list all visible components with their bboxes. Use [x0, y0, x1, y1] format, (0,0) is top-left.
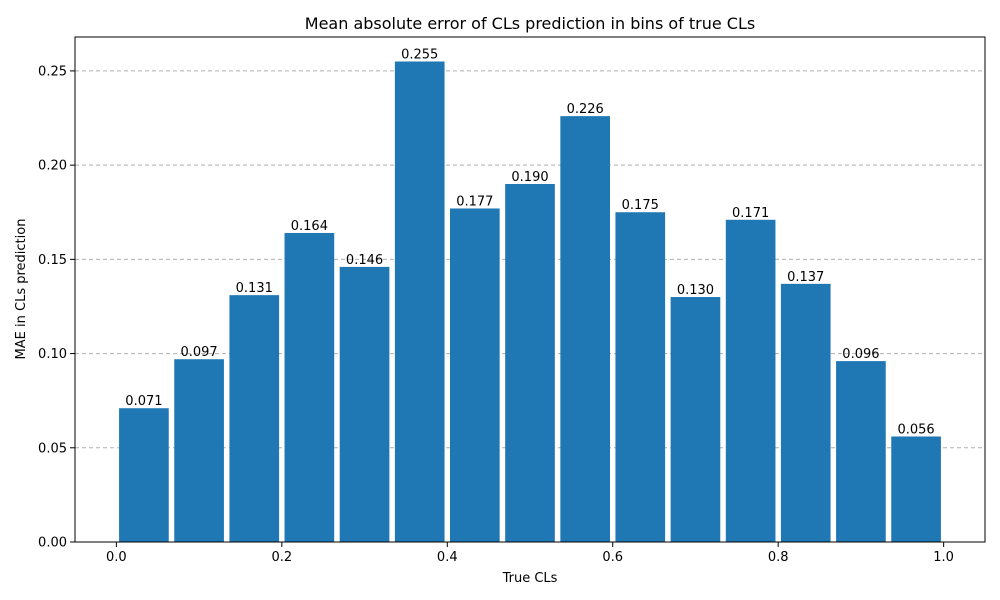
x-tick-label: 0.6 [602, 550, 623, 565]
data-label: 0.056 [897, 422, 934, 437]
bar [394, 61, 445, 542]
data-labels: 0.071 0.097 0.131 0.164 0.146 0.255 0.177 0.190… [125, 47, 934, 437]
bar [284, 232, 335, 542]
y-tick-label: 0.25 [38, 64, 67, 79]
x-axis-ticks: 0.0 0.2 0.4 0.6 0.8 1.0 [106, 542, 954, 565]
y-tick-label: 0.20 [38, 159, 67, 174]
plot-frame [74, 36, 986, 543]
x-tick-label: 0.4 [437, 550, 458, 565]
data-label: 0.146 [346, 253, 383, 268]
data-label: 0.071 [125, 394, 162, 409]
bar [505, 183, 555, 543]
x-tick-label: 1.0 [933, 550, 954, 565]
x-tick-label: 0.8 [768, 550, 789, 565]
bar [174, 359, 224, 542]
bar [725, 219, 776, 542]
bar [119, 408, 169, 542]
data-label: 0.097 [180, 345, 217, 360]
y-axis-label: MAE in CLs prediction [14, 219, 29, 360]
data-label: 0.137 [787, 270, 824, 285]
bar [670, 297, 721, 542]
chart-title: Mean absolute error of CLs prediction in… [305, 14, 755, 33]
bar [836, 361, 886, 542]
data-label: 0.177 [456, 194, 493, 209]
bar [891, 436, 941, 542]
x-axis-label: True CLs [502, 571, 558, 586]
bar [339, 266, 390, 542]
data-label: 0.096 [842, 347, 879, 362]
bar [560, 116, 611, 543]
data-label: 0.171 [732, 206, 769, 221]
data-label: 0.130 [677, 283, 714, 298]
y-axis-ticks: 0.00 0.05 0.10 0.15 0.20 0.25 [38, 64, 75, 551]
y-tick-label: 0.00 [38, 536, 67, 551]
x-tick-label: 0.2 [271, 550, 292, 565]
data-label: 0.190 [511, 170, 548, 185]
data-label: 0.175 [622, 198, 659, 213]
data-label: 0.255 [401, 47, 438, 62]
data-label: 0.164 [291, 219, 328, 234]
bars [119, 61, 941, 543]
bar [615, 212, 666, 542]
data-label: 0.226 [567, 102, 604, 117]
y-tick-label: 0.10 [38, 347, 67, 362]
data-label: 0.131 [236, 281, 273, 296]
bar [449, 208, 500, 542]
bar [780, 283, 831, 542]
x-tick-label: 0.0 [106, 550, 127, 565]
y-tick-label: 0.15 [38, 253, 67, 268]
bar [229, 295, 280, 542]
y-tick-label: 0.05 [38, 441, 67, 456]
